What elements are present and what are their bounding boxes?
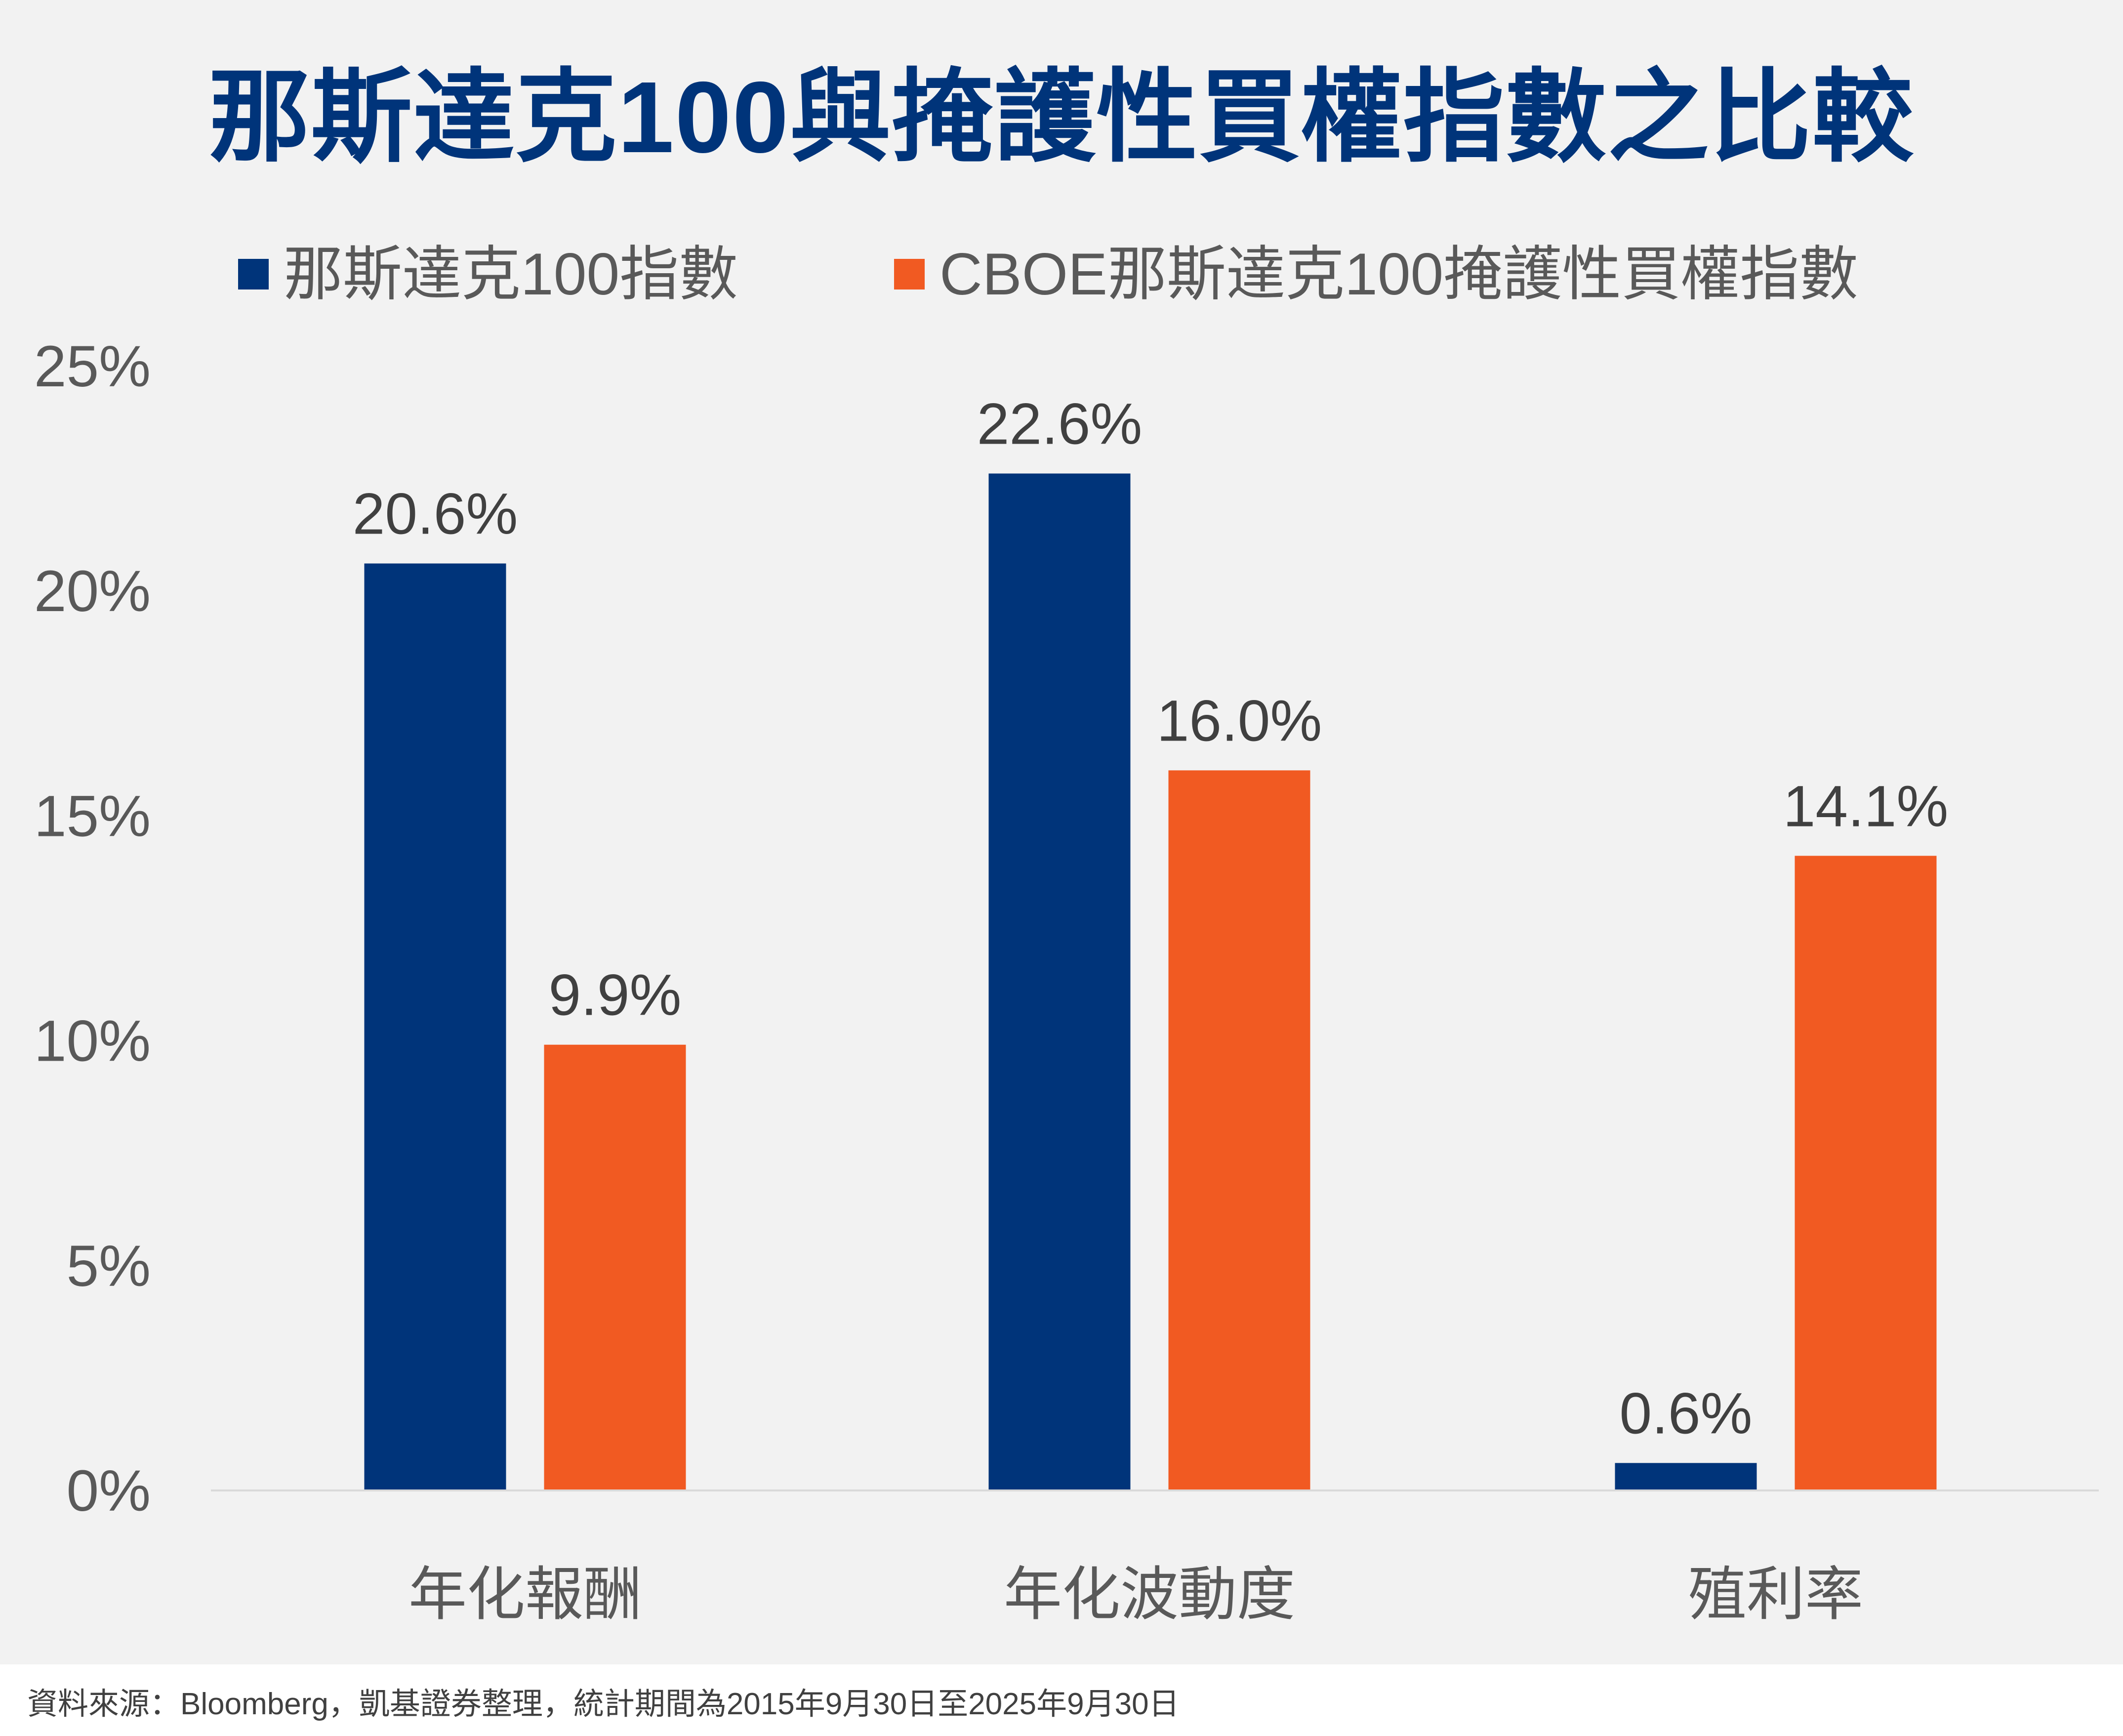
y-tick-label: 25% [34, 334, 151, 399]
data-label: 0.6% [1620, 1381, 1753, 1446]
legend: 那斯達克100指數 CBOE那斯達克100掩護性買權指數 [0, 237, 2123, 311]
bar-nasdaq100-1 [988, 473, 1131, 1490]
bar-nasdaq100-0 [364, 563, 506, 1490]
y-axis-ticks: 0% 5% 10% 15% 20% 25% [34, 334, 151, 1524]
chart-title: 那斯達克100與掩護性買權指數之比較 [208, 61, 1915, 174]
bar-chart: 0% 5% 10% 15% 20% 25% 20.6% 22.6% 0.6% 9.9% 16.0%… [34, 334, 2099, 1627]
y-tick-label: 10% [34, 1009, 151, 1074]
data-label: 9.9% [549, 963, 682, 1028]
data-label: 16.0% [1157, 688, 1322, 753]
legend-item-nasdaq100: 那斯達克100指數 [238, 237, 738, 311]
legend-item-cboe-buywrite: CBOE那斯達克100掩護性買權指數 [894, 237, 1858, 311]
bar-nasdaq100-2 [1615, 1463, 1757, 1490]
legend-swatch-cboe-buywrite [894, 259, 925, 289]
y-tick-label: 15% [34, 784, 151, 849]
bars [364, 473, 1937, 1490]
source-note: 資料來源：Bloomberg，凱基證券整理，統計期間為2015年9月30日至20… [27, 1687, 1180, 1721]
bar-cboe-buywrite-1 [1168, 770, 1310, 1490]
data-label: 14.1% [1783, 774, 1949, 839]
x-category-label: 殖利率 [1688, 1562, 1863, 1627]
x-category-label: 年化波動度 [1004, 1562, 1295, 1627]
data-label: 20.6% [353, 482, 518, 547]
y-tick-label: 20% [34, 559, 151, 624]
data-labels: 20.6% 22.6% 0.6% 9.9% 16.0% 14.1% [353, 391, 1949, 1446]
category-labels: 年化報酬 年化波動度 殖利率 [408, 1562, 1863, 1627]
y-tick-label: 5% [66, 1234, 151, 1299]
legend-swatch-nasdaq100 [238, 259, 269, 289]
data-label: 22.6% [977, 391, 1143, 456]
x-category-label: 年化報酬 [408, 1562, 642, 1627]
legend-label-nasdaq100: 那斯達克100指數 [284, 241, 738, 307]
y-tick-label: 0% [66, 1458, 151, 1524]
bar-cboe-buywrite-0 [544, 1044, 686, 1490]
legend-label-cboe-buywrite: CBOE那斯達克100掩護性買權指數 [939, 241, 1859, 307]
bar-cboe-buywrite-2 [1795, 856, 1937, 1490]
